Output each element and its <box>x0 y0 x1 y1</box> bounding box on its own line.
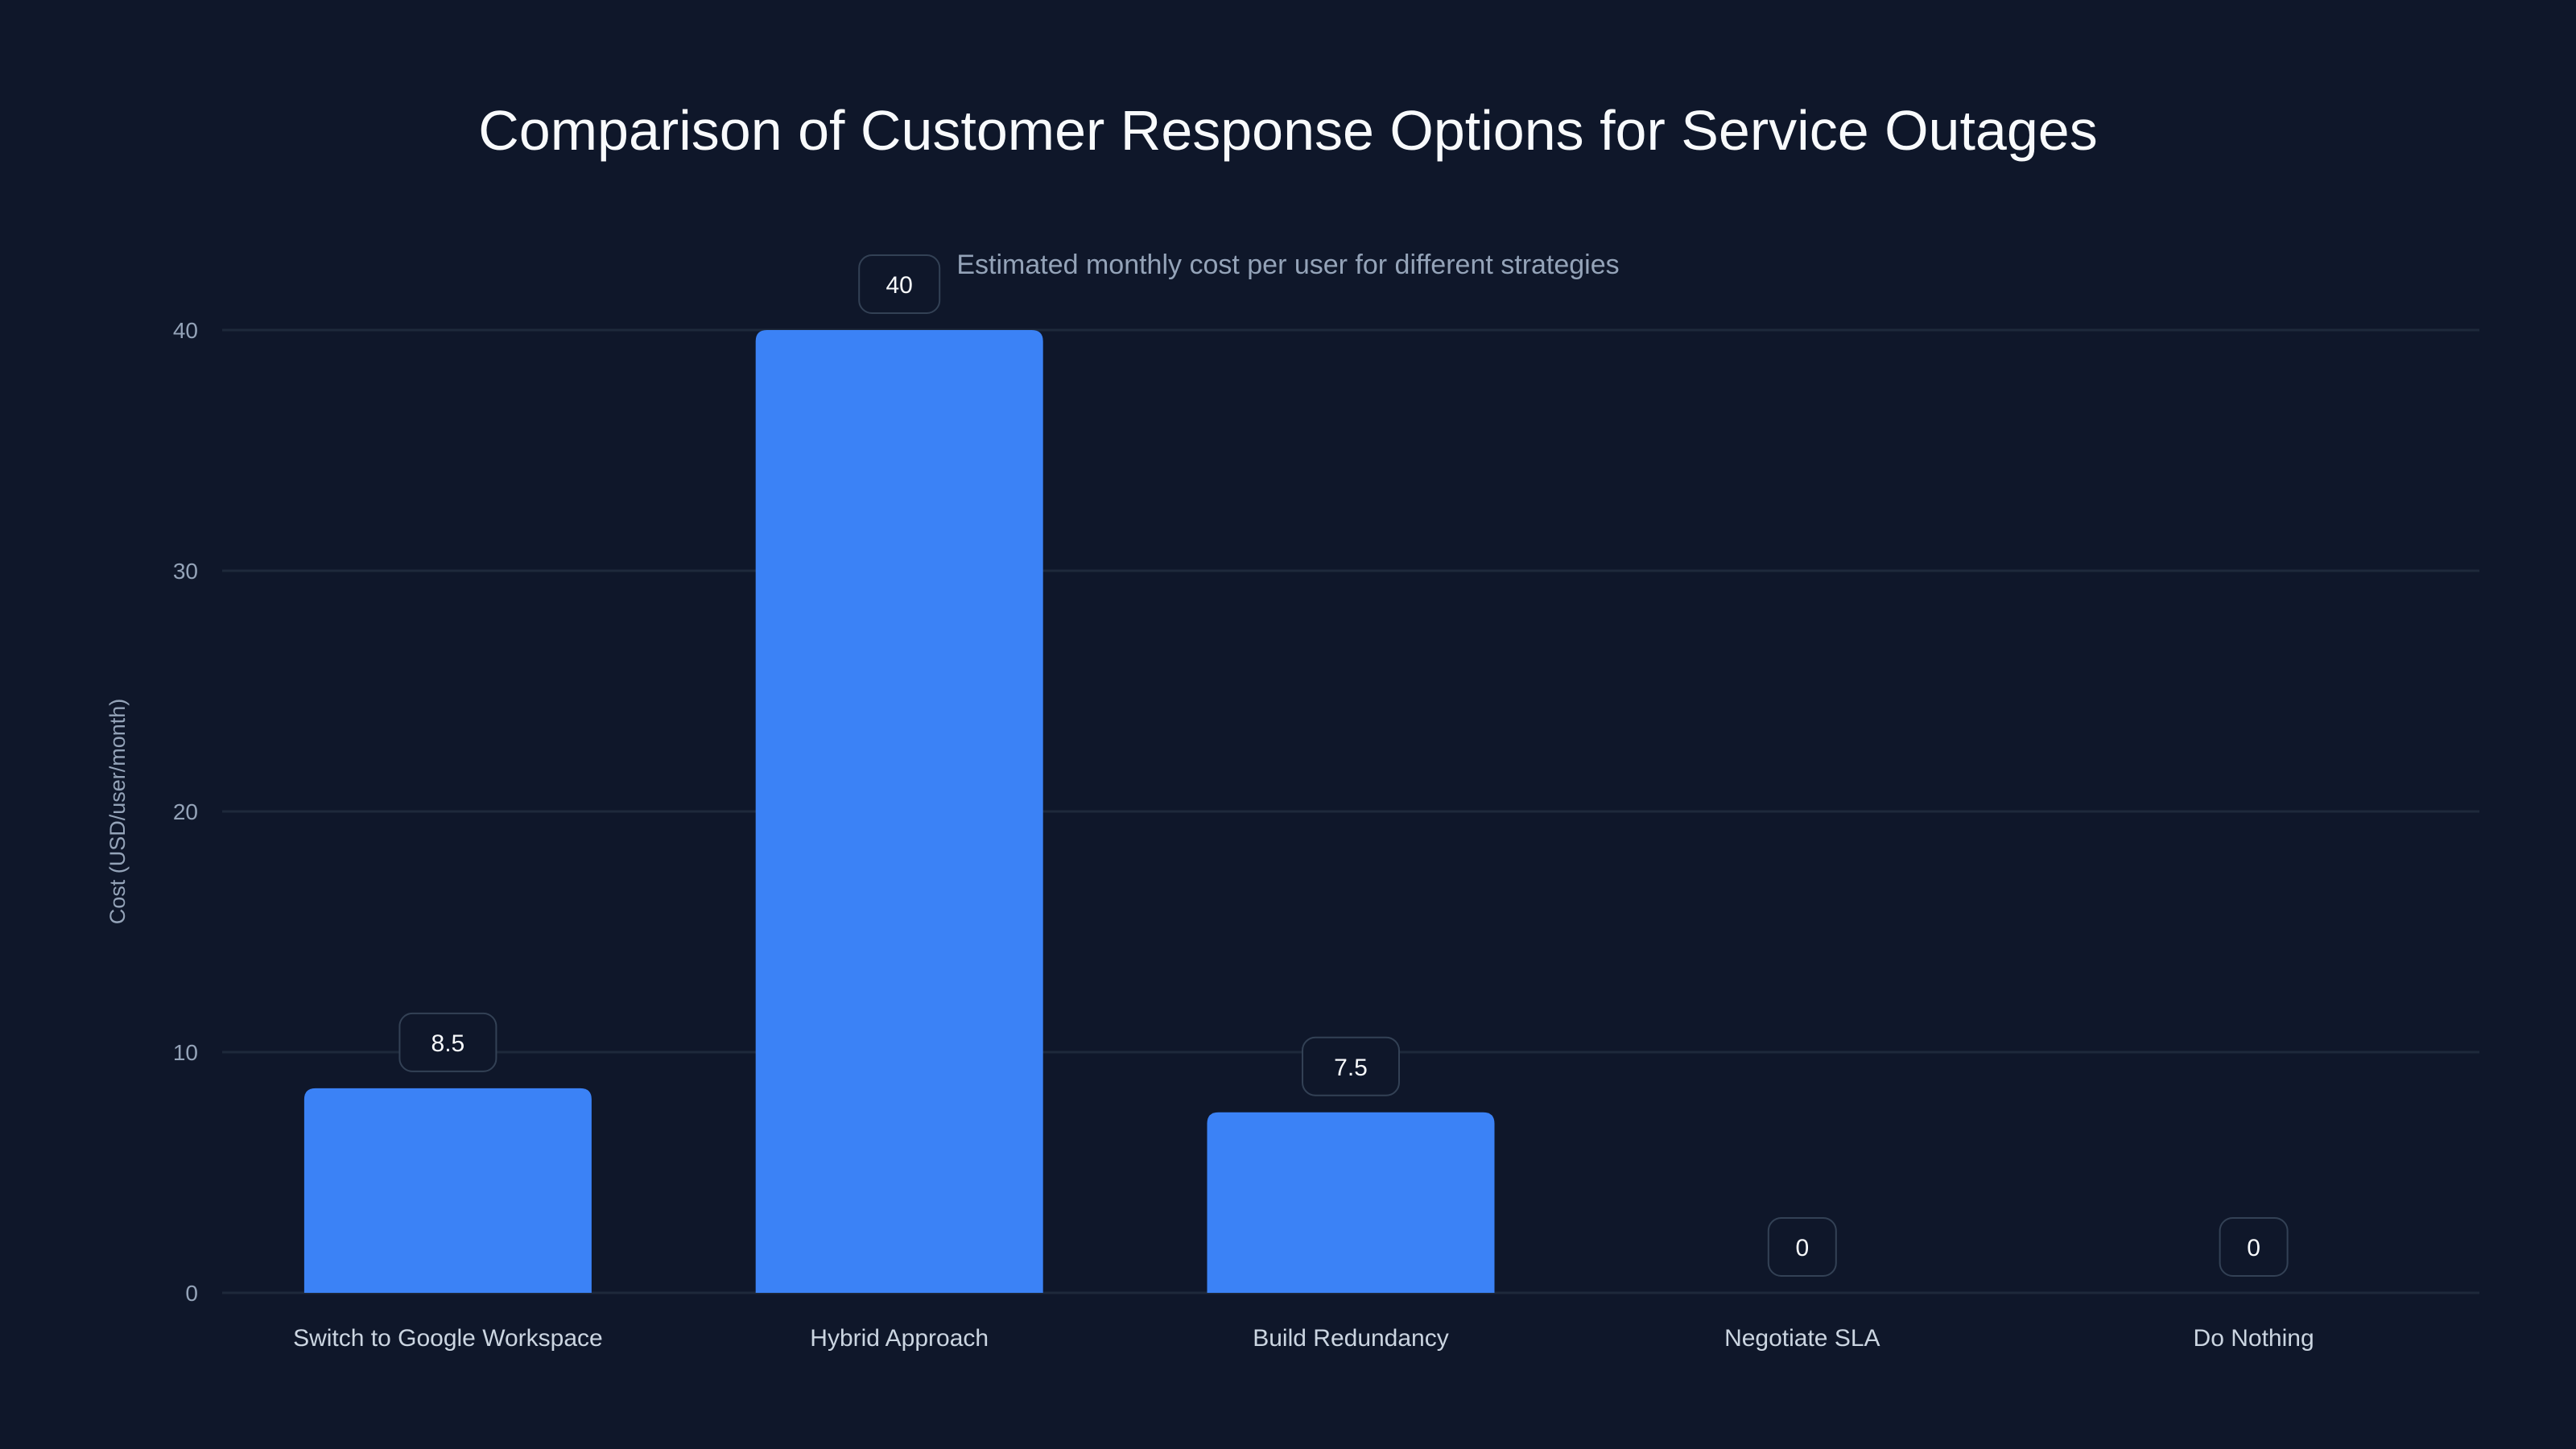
chart-title: Comparison of Customer Response Options … <box>478 99 2097 162</box>
x-axis-ticks: Switch to Google Workspace Hybrid Approac… <box>293 1325 2314 1352</box>
bar <box>1207 1112 1495 1293</box>
x-tick-label: Build Redundancy <box>1253 1325 1449 1352</box>
bar <box>303 1088 592 1293</box>
bars <box>303 330 1495 1293</box>
y-tick-label: 0 <box>185 1281 198 1306</box>
data-label-box <box>398 1012 497 1072</box>
y-tick-label: 40 <box>173 318 198 343</box>
chart-subtitle: Estimated monthly cost per user for diff… <box>956 250 1619 280</box>
x-tick-label: Do Nothing <box>2194 1325 2314 1352</box>
y-tick-label: 10 <box>173 1040 198 1065</box>
gridlines <box>222 328 2479 1294</box>
data-label: 8.5 <box>431 1030 465 1057</box>
y-axis-ticks: 0 10 20 30 40 <box>173 318 198 1306</box>
data-label: 0 <box>2247 1235 2260 1261</box>
data-label-box <box>1302 1036 1400 1096</box>
y-tick-label: 30 <box>173 559 198 584</box>
data-labels: 8.5 40 7.5 0 0 <box>398 254 2289 1277</box>
x-tick-label: Switch to Google Workspace <box>293 1325 603 1352</box>
bar <box>755 330 1043 1293</box>
data-label: 40 <box>886 272 913 299</box>
data-label: 0 <box>1795 1235 1809 1261</box>
data-label: 7.5 <box>1334 1055 1368 1081</box>
data-label-box <box>858 254 941 314</box>
y-axis-label: Cost (USD/user/month) <box>105 699 130 925</box>
x-tick-label: Negotiate SLA <box>1724 1325 1880 1352</box>
data-label-box <box>2219 1217 2289 1277</box>
y-tick-label: 20 <box>173 799 198 824</box>
x-tick-label: Hybrid Approach <box>810 1325 989 1352</box>
data-label-box <box>1767 1217 1837 1277</box>
